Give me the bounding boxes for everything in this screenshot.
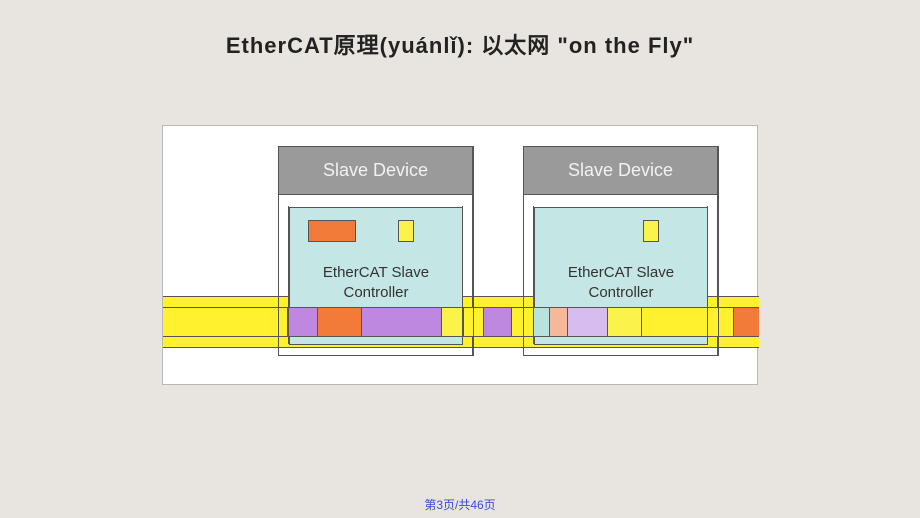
esc-border-line	[462, 206, 463, 344]
device-border-line	[523, 146, 524, 356]
frame-segment	[642, 308, 734, 336]
frame-segment	[534, 308, 550, 336]
esc-indicator	[398, 220, 414, 242]
esc-label: EtherCAT SlaveController	[535, 263, 707, 303]
page-counter: 第3页/共46页	[0, 496, 920, 513]
esc-border-line	[533, 206, 534, 344]
frame-segment	[362, 308, 442, 336]
device-header-label: Slave Device	[568, 160, 673, 181]
esc-indicator	[643, 220, 659, 242]
device-border-line	[473, 146, 474, 356]
frame-segment	[163, 308, 288, 336]
frame-segment	[442, 308, 464, 336]
device-header-label: Slave Device	[323, 160, 428, 181]
diagram-canvas: Slave Device EtherCAT SlaveController Slav…	[162, 125, 758, 385]
page-title: EtherCAT原理(yuánlǐ): 以太网 "on the Fly"	[0, 0, 920, 60]
frame-segment	[288, 308, 318, 336]
esc-border-line	[707, 206, 708, 344]
device-header: Slave Device	[279, 147, 472, 195]
device-border-line	[718, 146, 719, 356]
frame-segment	[734, 308, 759, 336]
frame-segment	[484, 308, 512, 336]
frame-segment	[464, 308, 484, 336]
device-border-line	[278, 146, 279, 356]
frame-segment	[568, 308, 608, 336]
esc-label: EtherCAT SlaveController	[290, 263, 462, 303]
frame-segment	[550, 308, 568, 336]
frame-track-overlay	[163, 307, 759, 337]
esc-border-line	[288, 206, 289, 344]
device-header: Slave Device	[524, 147, 717, 195]
frame-segment	[608, 308, 642, 336]
frame-segment	[318, 308, 362, 336]
esc-indicator	[308, 220, 356, 242]
